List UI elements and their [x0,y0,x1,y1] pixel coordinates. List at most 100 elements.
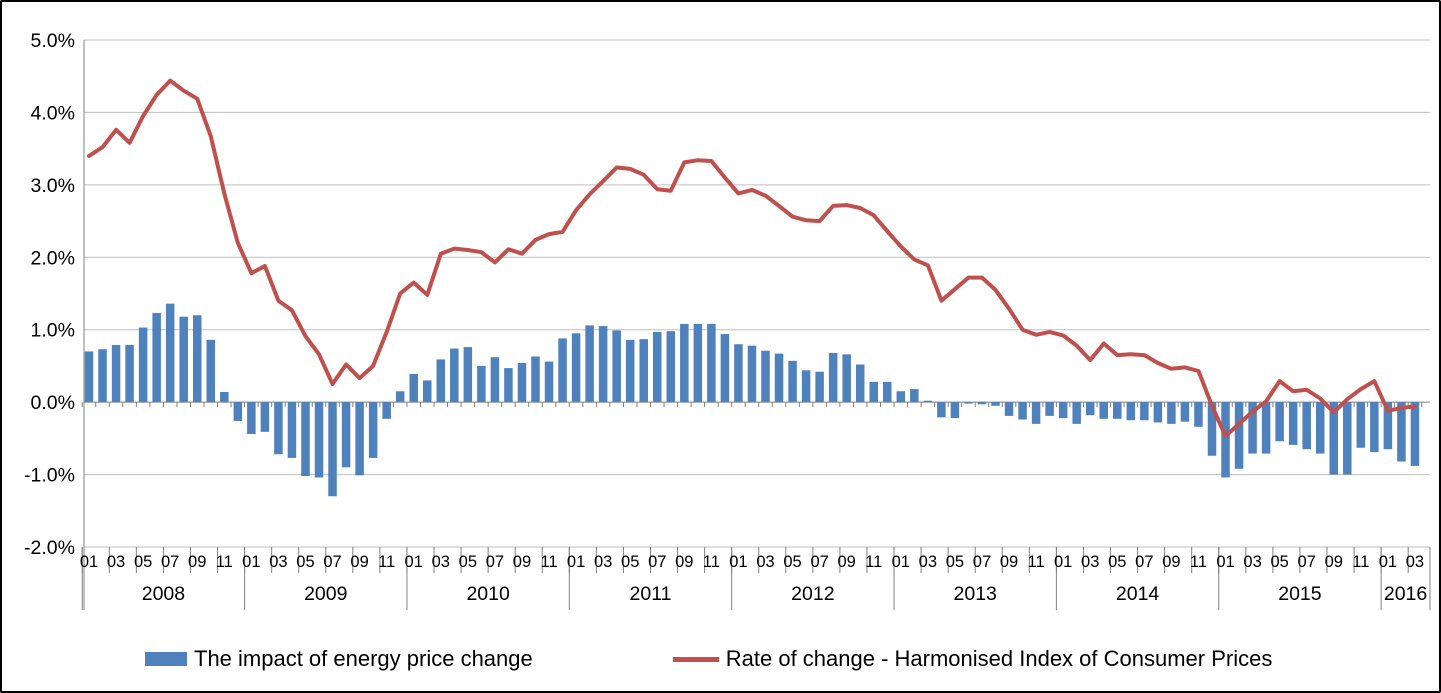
x-month-label: 09 [838,553,856,571]
energy-impact-bar [1167,402,1176,424]
energy-impact-bar [1315,402,1325,454]
x-month-label: 05 [134,553,152,571]
energy-impact-bar [977,402,987,405]
energy-impact-bar [1113,402,1122,419]
energy-impact-bar [328,402,337,497]
y-axis-label: 5.0% [31,30,75,52]
energy-impact-bar [734,344,743,403]
x-month-label: 05 [946,553,964,571]
x-month-label: 11 [378,553,395,571]
energy-impact-bar [842,354,851,403]
y-axis-label: 1.0% [31,320,75,342]
energy-impact-bar [368,402,378,458]
energy-impact-bar [1085,402,1095,416]
energy-impact-bar [625,339,635,403]
energy-impact-bar [707,323,716,403]
x-month-label: 09 [675,553,693,571]
x-month-label: 07 [810,553,828,571]
y-axis-label: -1.0% [24,465,75,487]
energy-impact-bar [1072,402,1081,424]
legend-swatch-line [672,656,719,662]
x-year-label: 2013 [954,583,997,605]
energy-impact-bar [504,368,513,403]
energy-impact-bar [382,402,391,419]
x-month-label: 01 [80,553,98,571]
energy-impact-bar [220,392,229,403]
energy-impact-bar [937,402,946,418]
energy-impact-bar [1153,402,1163,423]
energy-impact-bar [1397,402,1406,462]
energy-impact-bar [111,344,121,403]
x-month-label: 05 [296,553,314,571]
energy-impact-bar [98,349,107,403]
x-month-label: 09 [1000,553,1018,571]
x-month-label: 07 [648,553,666,571]
energy-impact-bar [1329,402,1339,475]
energy-impact-bar [179,316,188,403]
energy-impact-bar [923,400,933,403]
x-month-label: 09 [513,553,531,571]
energy-impact-bar [165,303,175,403]
x-month-label: 01 [567,553,585,571]
energy-impact-bar [964,402,973,404]
energy-impact-bar [1288,402,1298,445]
energy-impact-bar [598,326,608,403]
energy-impact-bar [287,402,297,458]
energy-impact-bar [395,391,405,403]
energy-impact-bar [490,357,500,403]
x-month-label: 05 [1108,553,1126,571]
x-month-label: 03 [1243,553,1261,571]
energy-impact-bar [1031,402,1041,424]
energy-impact-bar [341,402,351,468]
x-month-label: 03 [107,553,125,571]
x-month-label: 09 [350,553,368,571]
energy-impact-bar [788,360,797,403]
energy-impact-bar [639,339,648,403]
x-month-label: 09 [1162,553,1180,571]
energy-impact-bar [247,402,256,435]
energy-impact-bar [1248,402,1257,454]
energy-impact-bar [855,364,865,403]
energy-impact-bar [1126,402,1136,421]
energy-impact-bar [585,325,594,403]
x-month-label: 05 [621,553,639,571]
x-month-label: 03 [919,553,937,571]
energy-impact-bar [1004,402,1014,416]
energy-impact-bar [1207,402,1217,456]
energy-impact-bar [450,348,459,403]
x-month-label: 07 [486,553,504,571]
energy-impact-bar [192,315,202,403]
energy-impact-bar [991,402,1000,406]
x-month-label: 09 [188,553,206,571]
energy-impact-bar [1221,402,1230,478]
energy-impact-bar [1356,402,1366,448]
x-month-label: 11 [865,553,882,571]
energy-impact-bar [815,371,824,403]
energy-impact-bar [1045,402,1054,416]
energy-impact-bar [666,331,676,403]
energy-impact-bar [517,363,527,403]
x-month-label: 03 [1406,553,1424,571]
x-year-label: 2016 [1384,583,1427,605]
legend-item-hicp: Rate of change - Harmonised Index of Con… [672,646,1272,672]
x-year-label: 2011 [630,583,672,605]
energy-impact-bar [1302,402,1311,450]
y-axis-label: 0.0% [31,392,75,414]
energy-impact-bar [125,344,134,403]
x-month-label: 05 [1270,553,1288,571]
energy-impact-bar [301,402,310,477]
x-year-label: 2010 [466,583,510,605]
y-axis-label: 4.0% [31,102,75,124]
chart-legend: The impact of energy price change Rate o… [2,646,1439,672]
y-axis-label: -2.0% [24,537,75,559]
energy-impact-bar [477,365,486,403]
energy-impact-bar [774,353,784,403]
energy-impact-bar [138,327,148,403]
x-month-label: 11 [1028,553,1045,571]
x-month-label: 01 [1379,553,1397,571]
x-year-label: 2012 [791,583,834,605]
energy-impact-bar [274,402,283,455]
x-month-label: 11 [1190,553,1207,571]
